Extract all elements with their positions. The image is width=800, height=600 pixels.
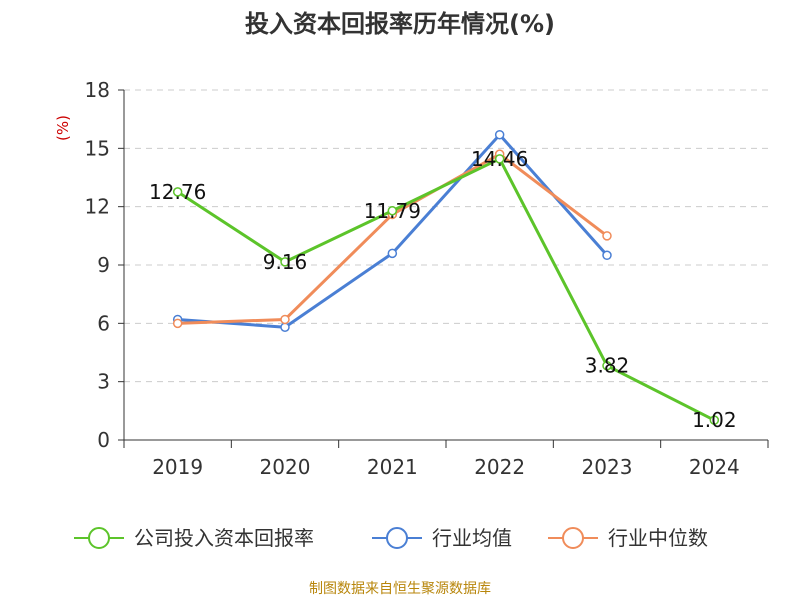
data-label: 1.02 [692, 408, 737, 432]
data-label: 3.82 [585, 354, 630, 378]
y-tick-label: 3 [97, 370, 110, 394]
data-point [172, 187, 183, 197]
data-point [494, 154, 505, 164]
data-point [602, 250, 612, 261]
data-point [280, 314, 290, 325]
y-tick-label: 15 [85, 136, 110, 160]
y-tick-label: 0 [97, 428, 110, 452]
data-point [280, 257, 290, 267]
data-label: 11.79 [364, 199, 421, 223]
x-tick-label: 2023 [582, 455, 633, 479]
grid-lines [124, 89, 768, 383]
axes: 0 3 6 9 12 15 18 2019 2020 2021 2022 2023 2024 (%) [54, 78, 769, 479]
data-point [387, 206, 398, 216]
series-line-1 [177, 133, 609, 329]
data-point [709, 415, 720, 425]
data-labels: 12.76 9.16 11.79 14.46 3.82 1.02 [149, 147, 737, 432]
series-line-0 [176, 157, 716, 422]
legend-marker [562, 527, 584, 549]
y-tick-label: 6 [97, 311, 110, 335]
x-tick-label: 2022 [474, 455, 525, 479]
y-unit-label: (%) [54, 115, 72, 141]
data-point [172, 318, 183, 329]
x-tick-label: 2024 [689, 455, 740, 479]
y-tick-label: 9 [97, 253, 110, 277]
x-tick-label: 2021 [367, 455, 418, 479]
data-label: 12.76 [149, 180, 206, 204]
y-tick-label: 12 [85, 195, 110, 219]
data-point [387, 248, 398, 259]
data-point [494, 129, 505, 140]
x-tick-label: 2019 [152, 455, 203, 479]
data-point [280, 322, 290, 332]
legend-label: 行业均值 [432, 526, 512, 550]
source-note: 制图数据来自恒生聚源数据库 [309, 581, 491, 597]
legend: 公司投入资本回报率 行业均值 行业中位数 [74, 526, 708, 550]
x-tick-label: 2020 [260, 455, 311, 479]
legend-marker [88, 527, 110, 549]
series-lines [172, 129, 720, 425]
data-point [602, 231, 612, 241]
legend-marker [386, 527, 408, 549]
data-label: 14.46 [471, 147, 528, 171]
data-point [602, 360, 612, 371]
y-tick-label: 18 [85, 78, 110, 102]
legend-label: 公司投入资本回报率 [134, 526, 314, 550]
data-label: 9.16 [263, 250, 308, 274]
legend-label: 行业中位数 [608, 526, 708, 550]
chart-title: 投入资本回报率历年情况(%) [245, 10, 555, 38]
